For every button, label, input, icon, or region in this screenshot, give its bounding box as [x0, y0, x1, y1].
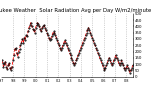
Title: Milwaukee Weather  Solar Radiation Avg per Day W/m2/minute: Milwaukee Weather Solar Radiation Avg pe…: [0, 8, 151, 13]
